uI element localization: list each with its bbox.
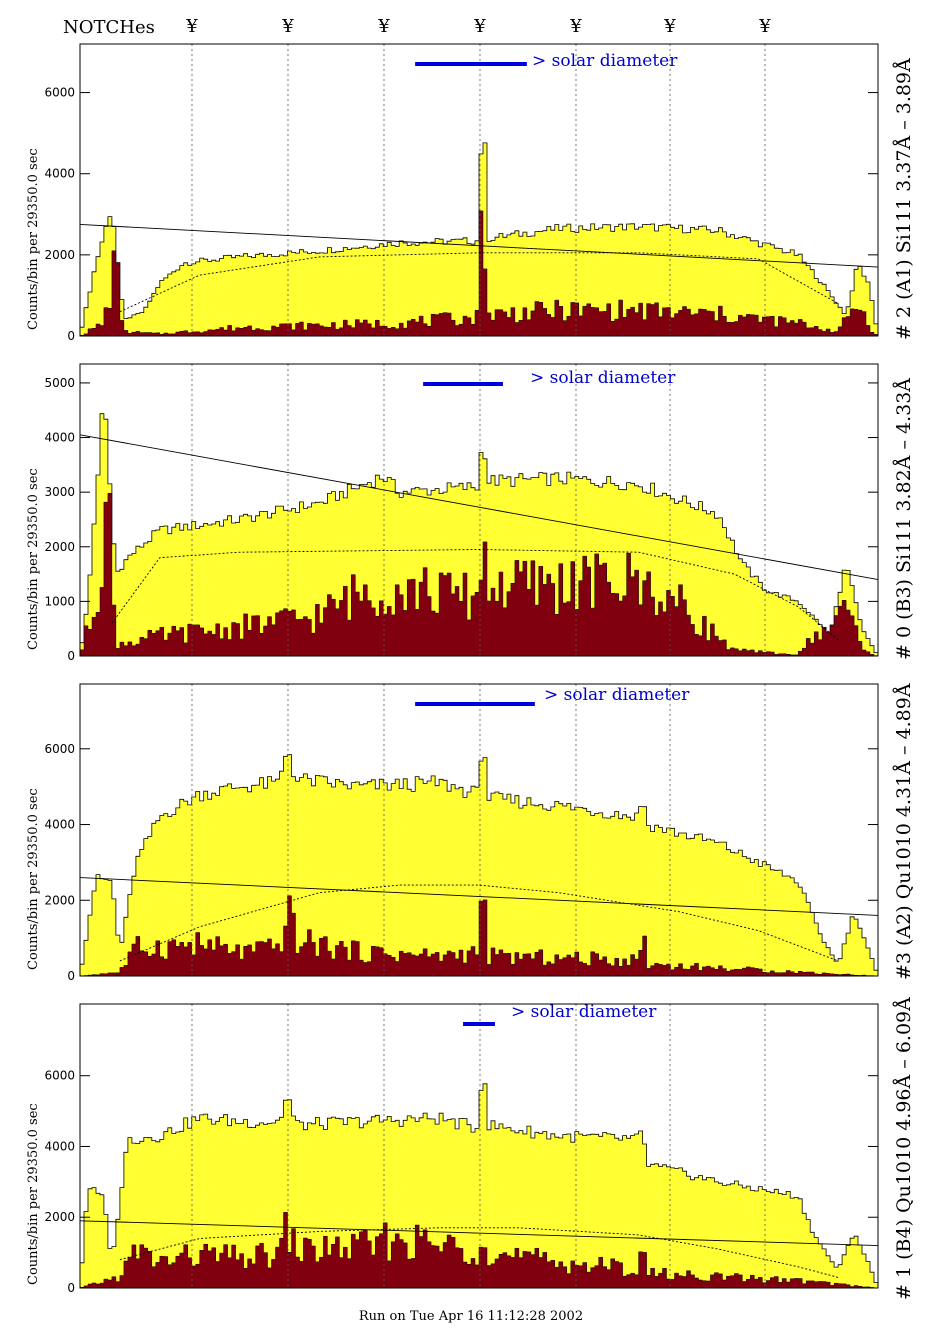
chart-2-right-label: # 0 (B3) Si111 3.82Å – 4.33Å bbox=[893, 377, 915, 660]
chart-1-diameter-label: > solar diameter bbox=[532, 51, 678, 71]
chart-3-svg: 0 2000 4000 6000 bbox=[44, 683, 879, 983]
trend-line bbox=[79, 223, 879, 268]
chart-panel-3: 0 2000 4000 6000 Counts/bin per 29350.0 sec… bbox=[0, 680, 942, 1000]
histogram-dark-area bbox=[79, 210, 879, 337]
notch-marker: ¥ bbox=[664, 16, 676, 37]
notches-title: NOTCHes bbox=[63, 17, 155, 38]
run-footer: Run on Tue Apr 16 11:12:28 2002 bbox=[358, 1309, 584, 1324]
trend-line bbox=[79, 877, 879, 916]
chart-panel-1: 0 2000 4000 6000 Counts/bin per 29350.0 sec… bbox=[0, 40, 942, 360]
notch-marker: ¥ bbox=[378, 16, 390, 37]
fit-curve bbox=[119, 252, 839, 313]
y-tick-label: 6000 bbox=[44, 1069, 75, 1083]
chart-2-diameter-label: > solar diameter bbox=[530, 368, 676, 388]
chart-panel-4: 0 2000 4000 6000 Counts/bin per 29350.0 sec… bbox=[0, 997, 942, 1305]
y-tick-label: 3000 bbox=[44, 485, 75, 499]
plot-frame bbox=[79, 43, 879, 337]
histogram-dark-area bbox=[79, 895, 879, 977]
y-tick-label: 1000 bbox=[44, 594, 75, 608]
y-tick-label: 2000 bbox=[44, 540, 75, 554]
chart-2-svg: 0 1000 2000 3000 4000 5000 bbox=[44, 363, 879, 663]
histogram-dark-area bbox=[79, 1212, 879, 1289]
y-tick-label: 0 bbox=[67, 1281, 75, 1295]
chart-3-ylabel: Counts/bin per 29350.0 sec bbox=[26, 788, 41, 970]
plot-frame bbox=[79, 363, 879, 657]
y-tick-label: 4000 bbox=[44, 1139, 75, 1153]
chart-4-diameter-label: > solar diameter bbox=[511, 1002, 657, 1022]
fit-curve bbox=[119, 1227, 839, 1278]
histogram-area bbox=[79, 1083, 879, 1289]
chart-4-svg: 0 2000 4000 6000 bbox=[44, 1003, 879, 1295]
histogram-dark-area bbox=[79, 493, 879, 657]
y-tick-label: 4000 bbox=[44, 431, 75, 445]
fit-curve bbox=[119, 884, 839, 962]
chart-1-ylabel: Counts/bin per 29350.0 sec bbox=[26, 148, 41, 330]
notch-marker: ¥ bbox=[186, 16, 198, 37]
chart-3-right-label: #3 (A2) Qu1010 4.31Å – 4.89Å bbox=[893, 683, 915, 980]
chart-4-right-label: # 1 (B4) Qu1010 4.96Å – 6.09Å bbox=[893, 997, 915, 1300]
y-tick-label: 6000 bbox=[44, 742, 75, 756]
y-tick-label: 2000 bbox=[44, 248, 75, 262]
chart-1-svg: 0 2000 4000 6000 bbox=[44, 43, 879, 343]
histogram-area bbox=[79, 754, 879, 977]
y-tick-label: 4000 bbox=[44, 818, 75, 832]
chart-4-ylabel: Counts/bin per 29350.0 sec bbox=[26, 1103, 41, 1285]
trend-line bbox=[79, 1220, 879, 1246]
y-tick-label: 2000 bbox=[44, 1210, 75, 1224]
chart-3-diameter-label: > solar diameter bbox=[544, 685, 690, 705]
plot-frame bbox=[79, 683, 879, 977]
notch-marker: ¥ bbox=[759, 16, 771, 37]
y-tick-label: 4000 bbox=[44, 167, 75, 181]
y-tick-label: 5000 bbox=[44, 376, 75, 390]
chart-panel-2: 0 1000 2000 3000 4000 5000 Counts/bin per 293… bbox=[0, 360, 942, 680]
notch-header: NOTCHes ¥ ¥ ¥ ¥ ¥ ¥ ¥ bbox=[0, 0, 942, 44]
y-tick-label: 0 bbox=[67, 329, 75, 343]
chart-1-right-label: # 2 (A1) Si111 3.37Å – 3.89Å bbox=[893, 58, 915, 340]
y-tick-label: 0 bbox=[67, 969, 75, 983]
trend-line bbox=[79, 434, 879, 580]
y-tick-label: 6000 bbox=[44, 86, 75, 100]
chart-2-ylabel: Counts/bin per 29350.0 sec bbox=[26, 468, 41, 650]
fit-curve bbox=[111, 549, 839, 640]
y-tick-label: 0 bbox=[67, 649, 75, 663]
notch-marker: ¥ bbox=[282, 16, 294, 37]
y-tick-label: 2000 bbox=[44, 893, 75, 907]
notch-marker: ¥ bbox=[474, 16, 486, 37]
notch-marker: ¥ bbox=[570, 16, 582, 37]
